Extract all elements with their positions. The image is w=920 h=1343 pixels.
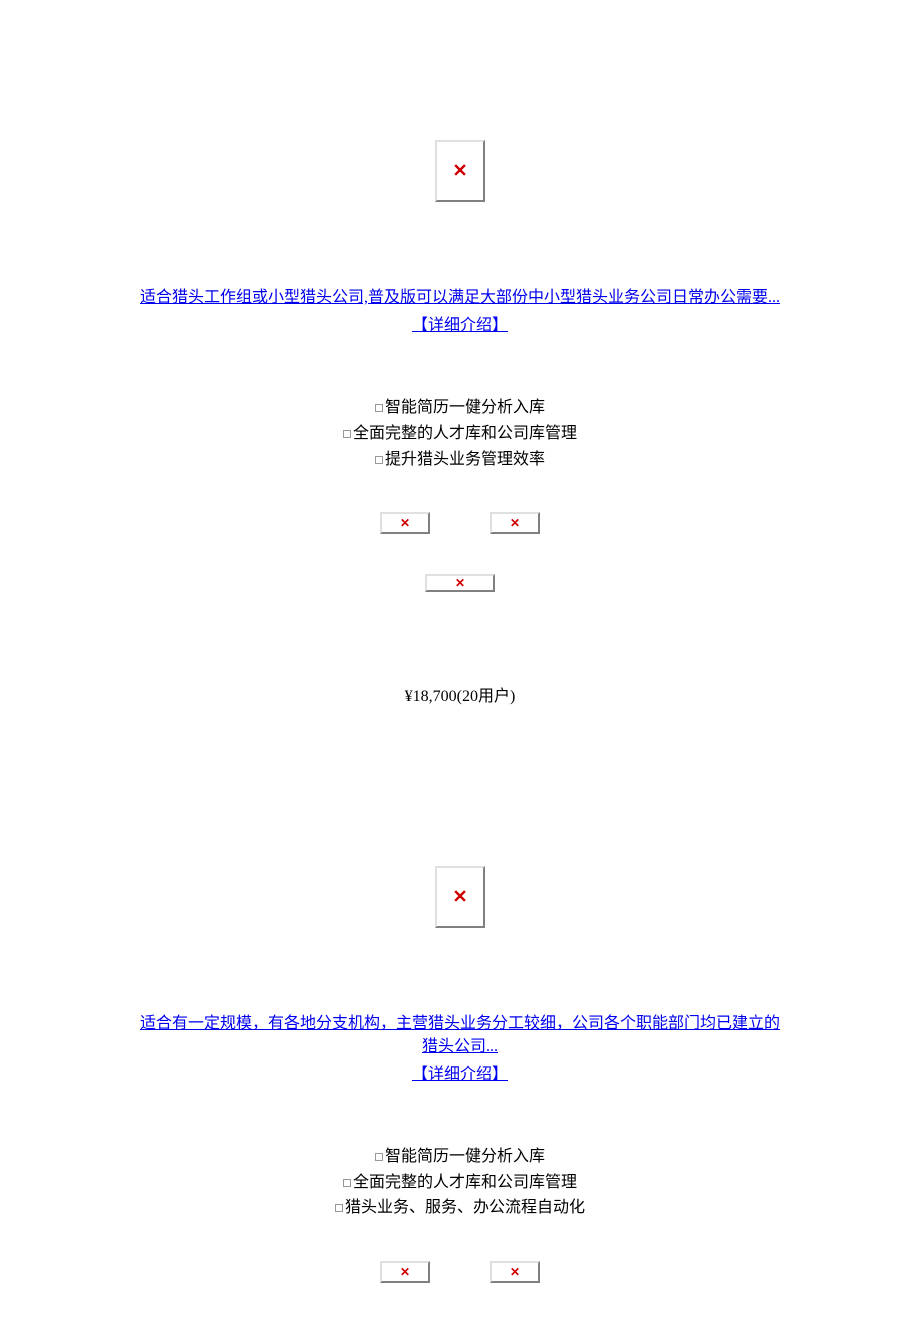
broken-image-icon[interactable] bbox=[490, 512, 540, 534]
broken-image-icon bbox=[435, 140, 485, 202]
section-gap bbox=[0, 766, 920, 866]
product-description-link[interactable]: 适合有一定规模，有各地分支机构，主营猎头业务分工较细，公司各个职能部门均已建立的… bbox=[0, 1013, 920, 1058]
product-description-link[interactable]: 适合猎头工作组或小型猎头公司,普及版可以满足大部份中小型猎头业务公司日常办公需要… bbox=[0, 287, 920, 309]
broken-image-icon[interactable] bbox=[380, 1261, 430, 1283]
bullet-icon bbox=[375, 1153, 383, 1161]
feature-item: 全面完整的人才库和公司库管理 bbox=[0, 1170, 920, 1196]
product-section-1: 适合猎头工作组或小型猎头公司,普及版可以满足大部份中小型猎头业务公司日常办公需要… bbox=[0, 140, 920, 706]
broken-image-icon[interactable] bbox=[490, 1261, 540, 1283]
bullet-icon bbox=[343, 1179, 351, 1187]
bullet-icon bbox=[375, 404, 383, 412]
button-row bbox=[0, 1261, 920, 1283]
product-features: 智能简历一健分析入库 全面完整的人才库和公司库管理 猎头业务、服务、办公流程自动… bbox=[0, 1144, 920, 1221]
product-detail-link[interactable]: 【详细介绍】 bbox=[412, 311, 508, 335]
broken-image-icon[interactable] bbox=[425, 574, 495, 592]
broken-image-icon[interactable] bbox=[380, 512, 430, 534]
bullet-icon bbox=[343, 430, 351, 438]
product-section-2: 适合有一定规模，有各地分支机构，主营猎头业务分工较细，公司各个职能部门均已建立的… bbox=[0, 866, 920, 1283]
feature-item: 智能简历一健分析入库 bbox=[0, 1144, 920, 1170]
feature-text: 提升猎头业务管理效率 bbox=[385, 451, 545, 468]
feature-text: 全面完整的人才库和公司库管理 bbox=[353, 1174, 577, 1191]
product-features: 智能简历一健分析入库 全面完整的人才库和公司库管理 提升猎头业务管理效率 bbox=[0, 395, 920, 472]
button-row bbox=[0, 512, 920, 534]
sub-button-row bbox=[0, 574, 920, 592]
broken-image-icon bbox=[435, 866, 485, 928]
feature-item: 提升猎头业务管理效率 bbox=[0, 447, 920, 473]
feature-text: 猎头业务、服务、办公流程自动化 bbox=[345, 1199, 585, 1216]
feature-item: 猎头业务、服务、办公流程自动化 bbox=[0, 1195, 920, 1221]
feature-text: 全面完整的人才库和公司库管理 bbox=[353, 425, 577, 442]
product-detail-link[interactable]: 【详细介绍】 bbox=[412, 1060, 508, 1084]
product-image-wrap bbox=[0, 140, 920, 207]
bullet-icon bbox=[375, 456, 383, 464]
bullet-icon bbox=[335, 1204, 343, 1212]
feature-text: 智能简历一健分析入库 bbox=[385, 1148, 545, 1165]
product-image-wrap bbox=[0, 866, 920, 933]
feature-item: 全面完整的人才库和公司库管理 bbox=[0, 421, 920, 447]
feature-item: 智能简历一健分析入库 bbox=[0, 395, 920, 421]
price-text: ¥18,700(20用户) bbox=[0, 682, 920, 706]
feature-text: 智能简历一健分析入库 bbox=[385, 399, 545, 416]
